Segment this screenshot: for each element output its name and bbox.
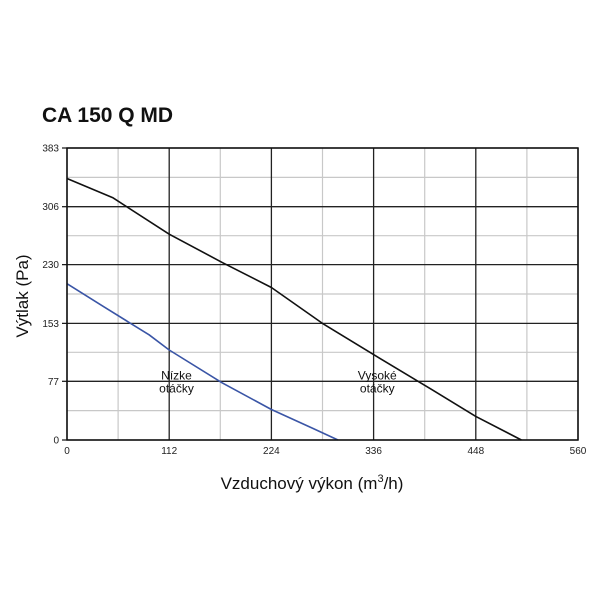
y-tick-label: 77 xyxy=(48,377,60,388)
y-tick-label: 383 xyxy=(42,144,59,155)
tick-labels: 0 77 153 230 306 383 0 112 224 336 448 560 xyxy=(42,144,586,458)
x-axis-label: Vzduchový výkon (m3/h) xyxy=(221,473,404,493)
high-speed-label: otáčky xyxy=(360,382,395,396)
y-tick-label: 306 xyxy=(42,202,59,213)
x-tick-label: 0 xyxy=(64,446,70,457)
plot-frame xyxy=(66,147,579,441)
x-axis-label-superscript: 3 xyxy=(377,473,383,485)
x-tick-label: 560 xyxy=(570,446,587,457)
x-axis-label-end: /h) xyxy=(384,474,404,493)
series-layer xyxy=(66,177,522,441)
y-axis-label: Výtlak (Pa) xyxy=(13,254,32,337)
low-speed-label: otáčky xyxy=(159,382,194,396)
low-speed-curve xyxy=(66,283,339,441)
chart-title: CA 150 Q MD xyxy=(42,104,174,127)
high-speed-label: Vysoké xyxy=(358,369,397,383)
x-tick-label: 336 xyxy=(365,446,382,457)
y-tick-label: 0 xyxy=(53,436,59,447)
y-tick-label: 230 xyxy=(42,260,59,271)
low-speed-label: Nízke xyxy=(161,369,192,383)
x-tick-label: 112 xyxy=(161,446,177,457)
x-tick-label: 224 xyxy=(263,446,280,457)
high-speed-curve xyxy=(66,177,522,441)
x-axis-label-main: Vzduchový výkon (m xyxy=(221,474,378,493)
y-tick-label: 153 xyxy=(42,319,59,330)
minor-grid xyxy=(67,148,578,440)
x-tick-label: 448 xyxy=(467,446,484,457)
